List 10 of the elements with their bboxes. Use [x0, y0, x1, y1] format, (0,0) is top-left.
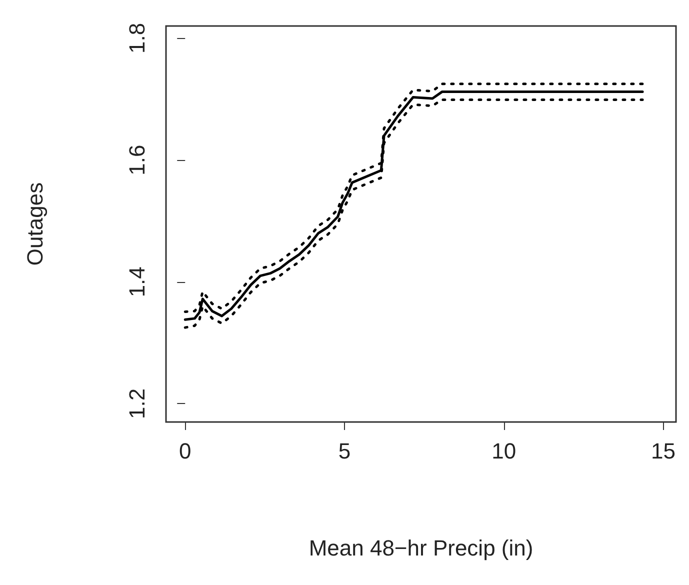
- y-tick-label: 1.2: [124, 388, 150, 420]
- x-tick-label: 5: [338, 438, 351, 464]
- y-tick-label: 1.6: [124, 144, 150, 176]
- y-tick-label: 1.8: [124, 22, 150, 54]
- x-axis-title: Mean 48−hr Precip (in): [308, 536, 534, 560]
- x-tick-label: 15: [651, 438, 676, 464]
- x-tick-label: 0: [179, 438, 192, 464]
- y-axis-title: Outages: [22, 182, 48, 266]
- y-tick-label: 1.4: [124, 266, 150, 298]
- x-tick-label: 10: [492, 438, 516, 464]
